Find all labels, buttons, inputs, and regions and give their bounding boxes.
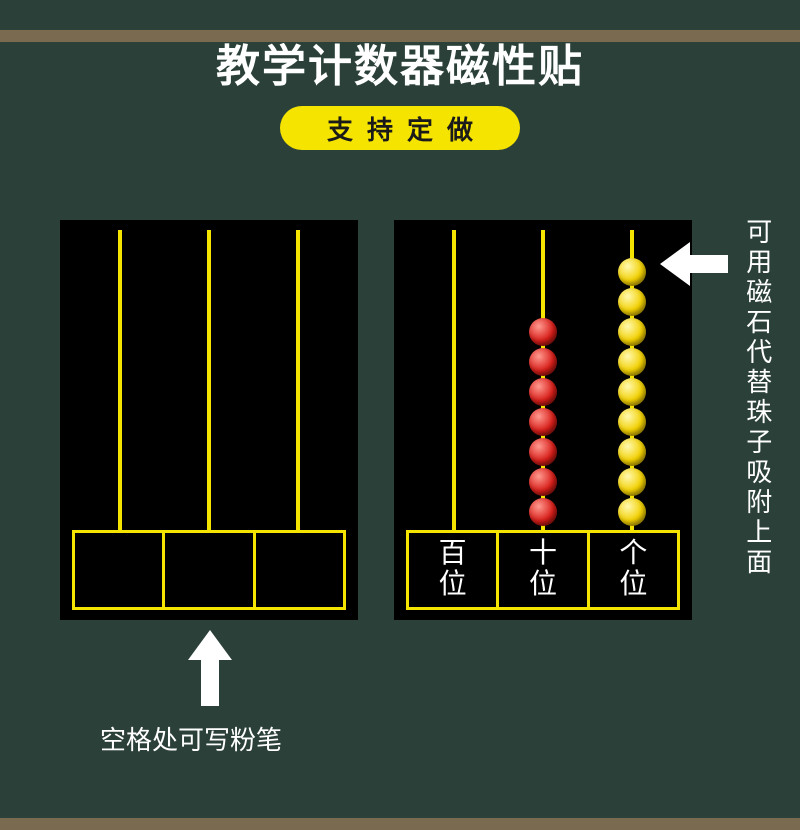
bead-red	[529, 348, 557, 376]
label-char: 位	[619, 570, 647, 601]
label-cell-empty	[256, 530, 346, 610]
right-board: 百 位 十 位 个 位	[394, 220, 692, 620]
label-cell-ones: 个 位	[590, 530, 680, 610]
label-cell-empty	[165, 530, 255, 610]
rod	[452, 230, 456, 530]
label-cell-empty	[72, 530, 165, 610]
bead-yellow	[618, 258, 646, 286]
bead-red	[529, 318, 557, 346]
rod	[207, 230, 211, 530]
bead-red	[529, 438, 557, 466]
label-char: 个	[619, 539, 647, 570]
label-char: 百	[439, 539, 467, 570]
label-cell-hundreds: 百 位	[406, 530, 499, 610]
bead-red	[529, 468, 557, 496]
arrow-stem	[688, 255, 728, 273]
bead-red	[529, 498, 557, 526]
bead-yellow	[618, 438, 646, 466]
bottom-annotation: 空格处可写粉笔	[100, 720, 282, 757]
arrow-up-icon	[188, 630, 232, 660]
bead-yellow	[618, 348, 646, 376]
bead-red	[529, 408, 557, 436]
bead-yellow	[618, 468, 646, 496]
label-row: 百 位 十 位 个 位	[406, 530, 680, 610]
bead-yellow	[618, 408, 646, 436]
label-char: 位	[439, 570, 467, 601]
arrow-left-icon	[660, 242, 690, 286]
label-char: 位	[529, 570, 557, 601]
bead-red	[529, 378, 557, 406]
bead-yellow	[618, 318, 646, 346]
side-annotation: 可用磁石代替珠子吸附上面	[740, 218, 774, 578]
bead-yellow	[618, 498, 646, 526]
label-row	[72, 530, 346, 610]
label-char: 十	[529, 539, 557, 570]
label-cell-tens: 十 位	[499, 530, 589, 610]
boards-container: 百 位 十 位 个 位	[60, 220, 692, 620]
left-board	[60, 220, 358, 620]
bead-yellow	[618, 288, 646, 316]
arrow-stem	[201, 658, 219, 706]
bead-yellow	[618, 378, 646, 406]
rod	[296, 230, 300, 530]
rod	[118, 230, 122, 530]
